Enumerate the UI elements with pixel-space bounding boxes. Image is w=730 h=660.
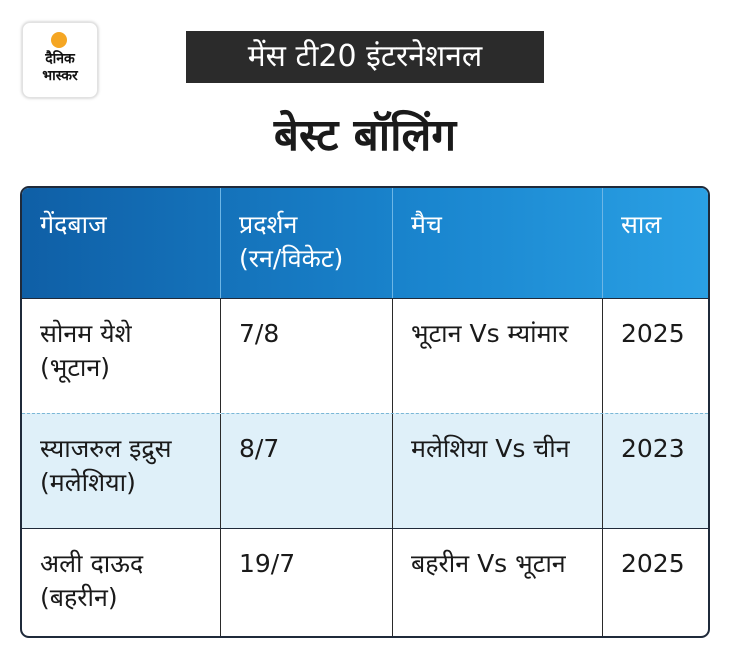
bowler-country: (बहरीन)	[40, 583, 118, 612]
cell-match: बहरीन Vs भूटान	[393, 529, 603, 636]
cell-figures: 8/7	[221, 414, 393, 528]
bowler-name: सोनम येशे	[40, 319, 132, 348]
header-match-label: मैच	[411, 210, 442, 239]
cell-year: 2025	[621, 319, 685, 348]
cell-year: 2025	[621, 549, 685, 578]
page-title: बेस्ट बॉलिंग	[273, 110, 457, 161]
cell-bowler: सोनम येशे (भूटान)	[22, 299, 221, 413]
header-bowler-label: गेंदबाज	[40, 210, 107, 239]
cell-year: 2023	[621, 434, 685, 463]
category-banner: मेंस टी20 इंटरनेशनल	[186, 31, 544, 83]
cell-bowler: स्याजरुल इद्रुस (मलेशिया)	[22, 414, 221, 528]
header-year: साल	[603, 188, 708, 298]
logo-sun-icon	[51, 32, 67, 48]
header-year-label: साल	[621, 210, 662, 239]
cell-match: भूटान Vs म्यांमार	[393, 299, 603, 413]
dainik-bhaskar-logo: दैनिक भास्कर	[22, 22, 98, 98]
bowler-country: (भूटान)	[40, 353, 111, 382]
bowler-name: स्याजरुल इद्रुस	[40, 434, 172, 463]
bowler-country: (मलेशिया)	[40, 468, 136, 497]
header-figures-label: प्रदर्शन	[239, 210, 298, 239]
cell-match: मलेशिया Vs चीन	[393, 414, 603, 528]
cell-bowler: अली दाऊद (बहरीन)	[22, 529, 221, 636]
logo-text-line2: भास्कर	[42, 68, 78, 84]
table-row: सोनम येशे (भूटान) 7/8 भूटान Vs म्यांमार …	[22, 298, 708, 413]
table-header-row: गेंदबाज प्रदर्शन (रन/विकेट) मैच साल	[22, 188, 708, 298]
table-row: स्याजरुल इद्रुस (मलेशिया) 8/7 मलेशिया Vs…	[22, 413, 708, 528]
logo-text-line1: दैनिक	[45, 51, 75, 67]
header-figures-sublabel: (रन/विकेट)	[239, 244, 344, 273]
header-figures: प्रदर्शन (रन/विकेट)	[221, 188, 393, 298]
cell-figures: 19/7	[221, 529, 393, 636]
best-bowling-table: गेंदबाज प्रदर्शन (रन/विकेट) मैच साल सोनम…	[20, 186, 710, 638]
cell-figures: 7/8	[221, 299, 393, 413]
header-match: मैच	[393, 188, 603, 298]
header-bowler: गेंदबाज	[22, 188, 221, 298]
table-row: अली दाऊद (बहरीन) 19/7 बहरीन Vs भूटान 202…	[22, 528, 708, 636]
bowler-name: अली दाऊद	[40, 549, 144, 578]
